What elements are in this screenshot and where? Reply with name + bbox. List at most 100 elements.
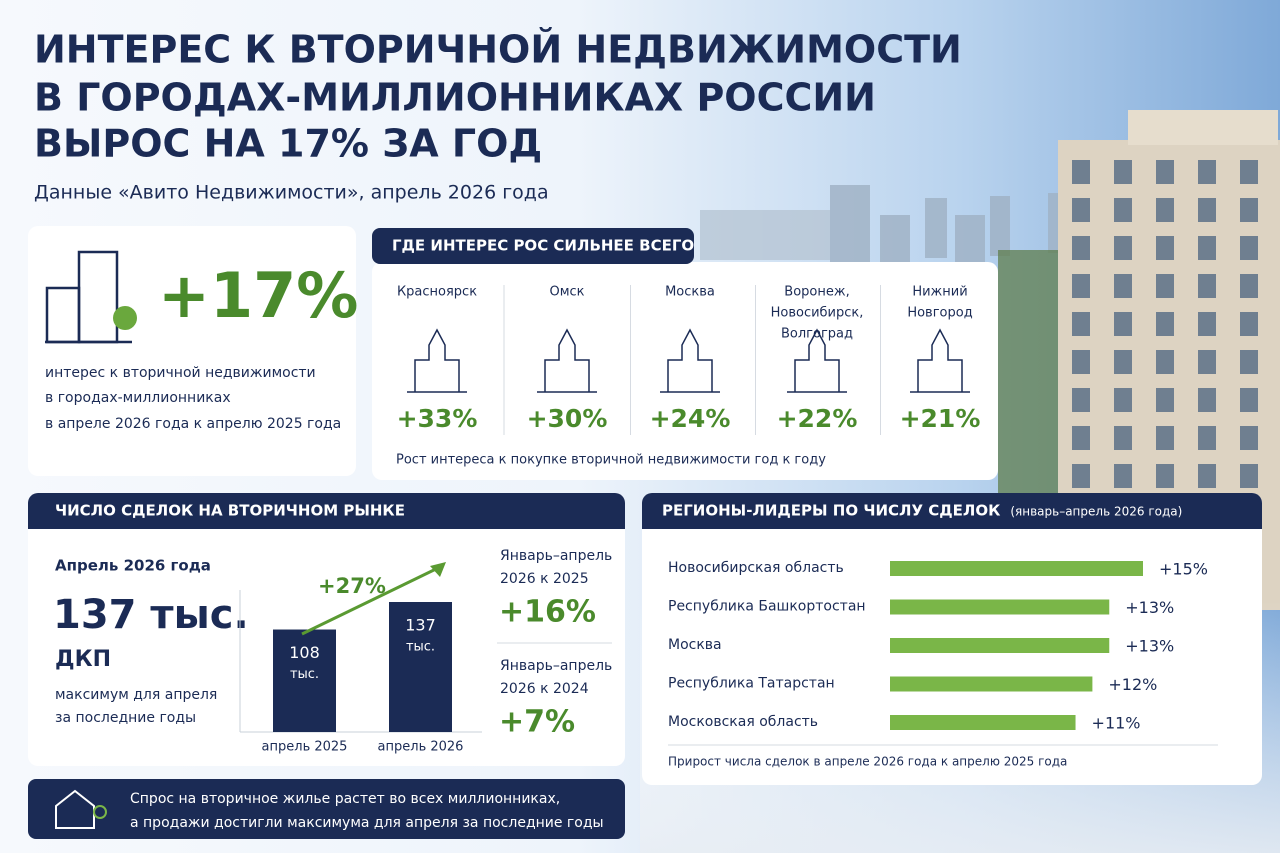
city-name: Воронеж,	[784, 285, 849, 300]
card-title: ГДЕ ИНТЕРЕС РОС СИЛЬНЕЕ ВСЕГО	[392, 237, 694, 255]
bar-label: +12%	[1108, 675, 1157, 694]
window	[1114, 274, 1132, 298]
region-name: Республика Башкортостан	[668, 599, 866, 615]
region-name: Новосибирская область	[668, 560, 844, 576]
category-label: апрель 2025	[262, 740, 348, 755]
city-growth: +24%	[650, 404, 731, 433]
city-icon	[537, 328, 597, 393]
caption: в городах-миллионниках	[45, 390, 231, 406]
bar-label: +13%	[1125, 637, 1174, 656]
window	[1156, 426, 1174, 450]
title-line: ИНТЕРЕС К ВТОРИЧНОЙ НЕДВИЖИМОСТИ	[34, 28, 962, 72]
city-growth: +30%	[527, 404, 608, 433]
city-name: Новосибирск,	[771, 306, 864, 321]
house-icon	[55, 789, 95, 829]
city-icon	[660, 328, 720, 393]
window	[1240, 388, 1258, 412]
window	[1072, 274, 1090, 298]
bar-label: +13%	[1125, 598, 1174, 617]
buildings-icon	[45, 250, 132, 344]
city-name: Москва	[665, 285, 715, 300]
region-name: Москва	[668, 637, 722, 653]
window	[1072, 464, 1090, 488]
city-name: Волгоград	[781, 327, 853, 342]
card-subtitle: (январь–апрель 2026 года)	[1010, 505, 1182, 519]
bar-label: +15%	[1159, 560, 1208, 579]
card	[28, 226, 356, 476]
window	[1114, 388, 1132, 412]
window	[1114, 160, 1132, 184]
bar	[890, 638, 1110, 653]
window	[1198, 312, 1216, 336]
window	[1240, 350, 1258, 374]
unit: ДКП	[55, 647, 111, 672]
window	[1072, 312, 1090, 336]
window	[1156, 464, 1174, 488]
window	[1114, 426, 1132, 450]
card-header	[28, 493, 625, 529]
comparison-label: 2026 к 2025	[500, 571, 589, 587]
window	[1114, 236, 1132, 260]
window	[1072, 350, 1090, 374]
city-name: Нижний	[912, 285, 967, 300]
window	[1156, 160, 1174, 184]
note: Прирост числа сделок в апреле 2026 года …	[668, 755, 1067, 769]
window	[1198, 350, 1216, 374]
bar-label: тыс.	[406, 640, 435, 655]
comparison-value: +7%	[499, 705, 575, 740]
window	[1114, 312, 1132, 336]
card	[28, 493, 625, 766]
big-number: 137 тыс.	[53, 592, 249, 638]
caption: интерес к вторичной недвижимости	[45, 365, 316, 381]
city-name: Красноярск	[397, 285, 477, 300]
comparison-label: Январь–апрель	[500, 658, 612, 674]
trees	[998, 250, 1068, 500]
region-name: Московская область	[668, 714, 818, 730]
window	[1198, 160, 1216, 184]
city-name: Омск	[549, 285, 584, 300]
footer-text: а продажи достигли максимума для апреля …	[130, 815, 604, 831]
bar	[273, 629, 336, 732]
city-icon	[910, 328, 970, 393]
bar	[890, 599, 1110, 615]
window	[1156, 274, 1174, 298]
bar-label: 137	[405, 616, 436, 635]
window	[1114, 464, 1132, 488]
window	[1072, 236, 1090, 260]
window	[1240, 426, 1258, 450]
bar	[890, 561, 1143, 576]
bar	[890, 715, 1076, 730]
window	[1198, 198, 1216, 222]
city-icon	[407, 328, 467, 393]
window	[1240, 236, 1258, 260]
window	[1240, 160, 1258, 184]
growth-label: +27%	[318, 574, 386, 598]
city-name: Новгород	[907, 306, 972, 321]
footer	[28, 779, 625, 839]
arrow-head	[430, 562, 446, 577]
note: Рост интереса к покупке вторичной недвиж…	[396, 453, 826, 468]
window	[1198, 464, 1216, 488]
title: ИНТЕРЕС К ВТОРИЧНОЙ НЕДВИЖИМОСТИ В ГОРОД…	[34, 28, 962, 166]
window	[1156, 350, 1174, 374]
card-title: ЧИСЛО СДЕЛОК НА ВТОРИЧНОМ РЫНКЕ	[55, 502, 405, 520]
window	[1072, 160, 1090, 184]
window	[1240, 464, 1258, 488]
window	[1072, 426, 1090, 450]
window	[1156, 312, 1174, 336]
comparison-value: +16%	[499, 595, 596, 630]
title-line: ВЫРОС НА 17% ЗА ГОД	[34, 122, 542, 166]
bar-label: тыс.	[290, 667, 319, 682]
window	[1198, 274, 1216, 298]
key-icon	[93, 805, 107, 819]
growth-arrow	[301, 566, 439, 636]
caption: за последние годы	[55, 710, 196, 726]
bar	[389, 602, 452, 732]
window	[1198, 426, 1216, 450]
caption: в апреле 2026 года к апрелю 2025 года	[45, 416, 341, 432]
comparison-label: 2026 к 2024	[500, 681, 589, 697]
card-header	[642, 493, 1262, 529]
bar-label: 108	[289, 643, 320, 662]
